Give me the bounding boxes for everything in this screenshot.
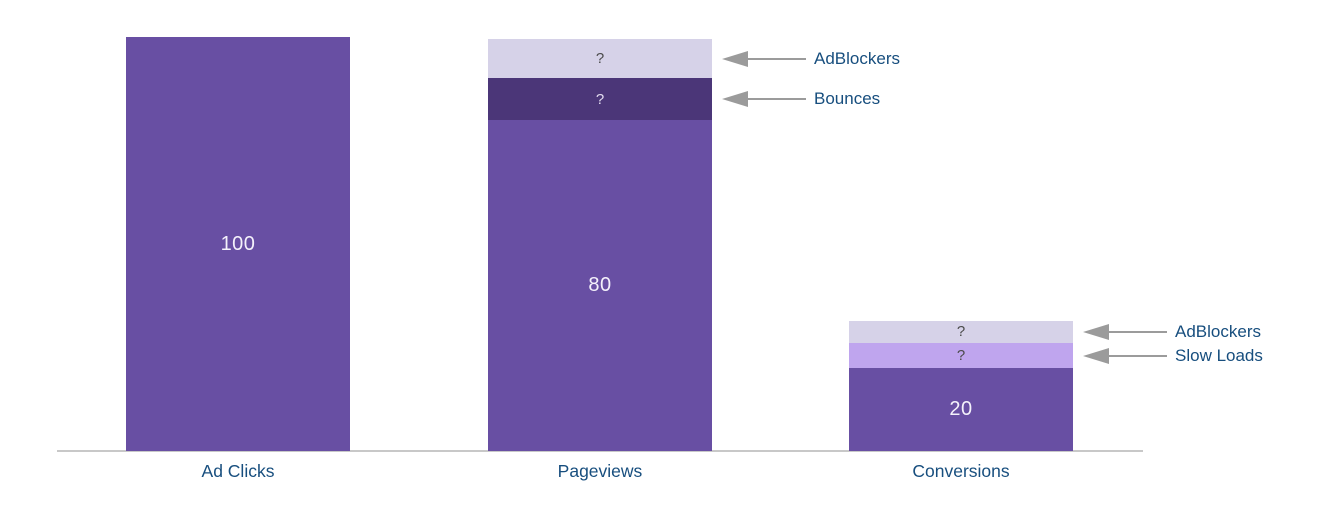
arrow-left-icon: [1083, 323, 1109, 340]
bar-segment-pageviews-pageviews: 80: [488, 119, 712, 451]
annotation-arrow-adblockers: AdBlockers: [722, 48, 900, 68]
arrow-line: [748, 98, 806, 101]
annotation-label-adblockers: AdBlockers: [1175, 321, 1261, 341]
bar-segment-pageviews-bounces: ?: [488, 78, 712, 120]
annotation-label-slow-loads: Slow Loads: [1175, 345, 1263, 365]
category-label-ad-clicks: Ad Clicks: [201, 461, 275, 481]
arrow-left-icon: [722, 50, 748, 67]
bar-segment-pageviews-adblockers: ?: [488, 39, 712, 79]
annotation-label-adblockers: AdBlockers: [814, 48, 900, 68]
arrow-left-icon: [722, 91, 748, 108]
segment-value-label: ?: [956, 347, 966, 365]
annotation-arrow-slow-loads: Slow Loads: [1083, 345, 1263, 365]
segment-value-label: 80: [588, 273, 612, 296]
bar-segment-conversions-adblockers: ?: [849, 320, 1073, 344]
bar-segment-conversions-conversions: 20: [849, 368, 1073, 451]
annotation-arrow-adblockers: AdBlockers: [1083, 321, 1261, 341]
segment-value-label: ?: [595, 50, 605, 68]
x-axis-line: [57, 450, 1143, 452]
arrow-line: [1109, 330, 1167, 333]
arrow-line: [748, 57, 806, 60]
category-label-conversions: Conversions: [912, 461, 1010, 481]
bar-segment-conversions-slow-loads: ?: [849, 343, 1073, 369]
annotation-label-bounces: Bounces: [814, 89, 881, 109]
annotation-arrow-bounces: Bounces: [722, 89, 881, 109]
segment-value-label: ?: [595, 90, 605, 108]
arrow-line: [1109, 354, 1167, 357]
bar-segment-ad-clicks-ad-clicks: 100: [126, 37, 350, 451]
segment-value-label: 100: [220, 232, 256, 255]
arrow-left-icon: [1083, 347, 1109, 364]
segment-value-label: ?: [956, 323, 966, 341]
segment-value-label: 20: [949, 398, 973, 421]
category-label-pageviews: Pageviews: [557, 461, 643, 481]
